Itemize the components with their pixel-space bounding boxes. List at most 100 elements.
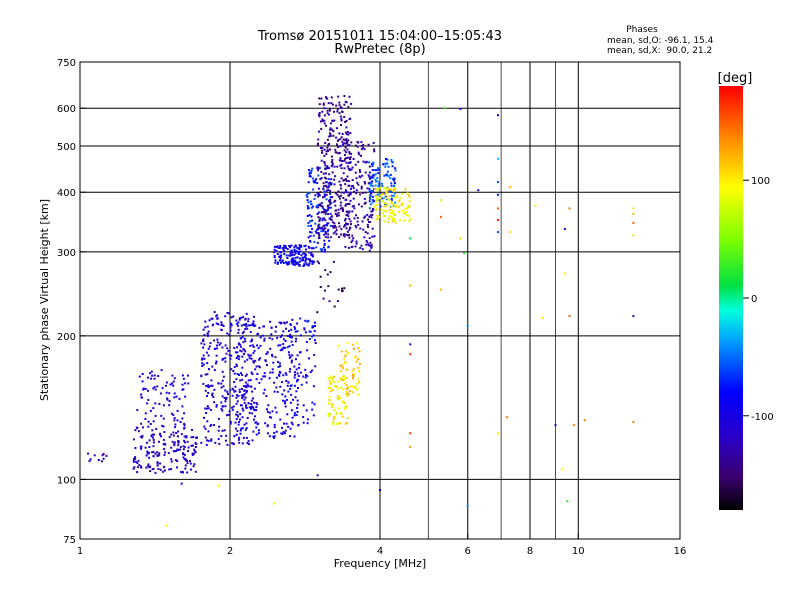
data-point — [136, 409, 139, 412]
data-point — [346, 144, 349, 147]
data-point — [382, 212, 385, 215]
data-point — [152, 455, 155, 458]
data-point — [149, 423, 152, 425]
data-point — [369, 190, 371, 193]
data-point — [269, 371, 272, 374]
data-point — [339, 204, 342, 207]
data-point — [134, 457, 137, 460]
data-point — [235, 402, 238, 405]
data-point-isolated — [572, 424, 575, 427]
data-point — [377, 167, 379, 170]
y-tick-label: 750 — [57, 58, 76, 69]
data-point — [305, 409, 308, 412]
data-point — [309, 235, 312, 238]
data-point — [241, 427, 244, 430]
data-point — [220, 407, 223, 410]
data-point — [312, 188, 315, 191]
data-point — [252, 406, 255, 409]
data-point — [339, 422, 342, 425]
data-point — [385, 198, 388, 201]
data-point — [240, 337, 243, 340]
data-point — [305, 381, 308, 384]
data-point — [362, 146, 364, 149]
data-point — [200, 375, 203, 378]
data-point — [205, 443, 208, 446]
data-point — [408, 200, 411, 203]
data-point — [306, 192, 309, 195]
data-point — [274, 356, 277, 359]
data-point — [339, 397, 342, 399]
data-point-isolated — [497, 432, 499, 435]
data-point — [356, 145, 359, 148]
data-point — [200, 342, 203, 345]
data-point — [284, 432, 286, 435]
data-point — [285, 261, 287, 264]
data-point — [270, 416, 273, 419]
data-point — [356, 181, 359, 184]
data-point-isolated — [477, 189, 480, 192]
data-point — [327, 207, 330, 209]
data-point — [393, 187, 396, 189]
data-point — [316, 260, 319, 263]
data-point — [371, 195, 374, 198]
data-point — [306, 215, 309, 217]
data-point — [279, 246, 282, 249]
data-point — [235, 378, 238, 381]
data-point — [335, 413, 338, 415]
data-point — [222, 325, 225, 327]
data-point — [408, 194, 411, 197]
data-point — [343, 142, 346, 145]
data-point — [331, 119, 334, 122]
data-point — [328, 182, 331, 185]
data-point — [323, 148, 326, 151]
data-point — [214, 348, 216, 350]
data-point — [257, 347, 260, 350]
data-point — [336, 411, 339, 414]
data-point — [335, 104, 338, 107]
data-point — [248, 354, 251, 357]
data-point — [330, 96, 333, 99]
data-point-isolated — [566, 500, 569, 503]
data-point — [215, 344, 218, 347]
data-point — [358, 350, 361, 353]
data-point — [351, 370, 354, 373]
data-point — [140, 447, 142, 450]
data-point — [279, 418, 282, 421]
data-point — [374, 184, 377, 187]
data-point — [183, 445, 186, 448]
data-point — [238, 373, 240, 376]
data-point — [358, 362, 361, 365]
data-point — [186, 471, 189, 474]
data-point — [337, 288, 340, 291]
data-point — [173, 443, 176, 446]
data-point — [340, 228, 343, 231]
data-point — [322, 230, 325, 233]
data-point — [152, 441, 155, 444]
data-point — [173, 392, 176, 395]
data-point — [306, 422, 309, 425]
data-point — [357, 358, 360, 361]
data-point — [251, 373, 254, 375]
data-point — [225, 434, 228, 437]
data-point — [224, 360, 227, 363]
data-point — [252, 323, 255, 326]
data-point — [344, 204, 347, 207]
data-point — [404, 188, 407, 191]
data-point — [135, 426, 138, 429]
data-point — [347, 139, 350, 142]
data-point — [367, 161, 370, 164]
data-point — [279, 365, 282, 368]
data-point — [333, 375, 335, 378]
data-point — [384, 203, 386, 206]
data-point — [355, 240, 358, 243]
data-point — [274, 330, 277, 333]
data-point-isolated — [316, 474, 319, 477]
data-point — [351, 385, 354, 388]
data-point — [216, 347, 219, 350]
data-point — [357, 380, 360, 383]
data-point — [324, 269, 327, 272]
data-point — [192, 436, 195, 439]
data-point — [408, 196, 411, 199]
data-point — [338, 159, 341, 162]
data-point — [381, 182, 384, 185]
